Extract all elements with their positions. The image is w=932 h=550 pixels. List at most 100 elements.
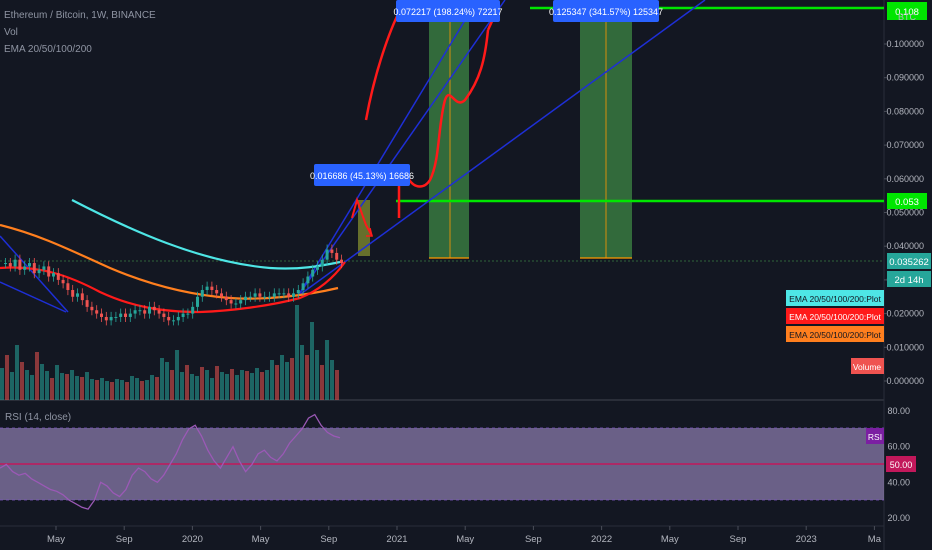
candle-body xyxy=(124,313,127,317)
volume-bar xyxy=(65,374,69,400)
rsi-tick-label: 20.00 xyxy=(887,513,910,523)
countdown-tag-bg xyxy=(887,271,931,287)
volume-bar xyxy=(0,368,4,400)
volume-bar xyxy=(275,365,279,400)
projection-zigzag xyxy=(351,196,373,237)
volume-bar xyxy=(5,355,9,400)
volume-bar xyxy=(185,365,189,400)
volume-bar xyxy=(250,373,254,400)
ema-50-curve[interactable] xyxy=(0,261,346,314)
volume-bar xyxy=(95,380,99,400)
ema-200-curve[interactable] xyxy=(71,199,341,270)
measure-label-3: 0.125347 (341.57%) 125347 xyxy=(549,7,663,17)
candle-body xyxy=(258,293,262,297)
projection-arrow xyxy=(366,227,373,237)
ema-100-tag: EMA 20/50/100/200:Plot xyxy=(789,330,881,340)
trend-spare xyxy=(334,35,700,272)
level-high-tag-bg xyxy=(887,2,927,20)
candle-body xyxy=(143,310,147,314)
candle-body xyxy=(90,306,94,311)
volume-bar xyxy=(330,360,334,400)
time-tick-label: 2022 xyxy=(591,534,612,545)
time-tick-label: May xyxy=(661,534,679,545)
volume-bar xyxy=(255,368,259,400)
candle-body xyxy=(76,293,79,297)
candle-body xyxy=(234,303,238,305)
ema-200-tag: EMA 20/50/100/200:Plot xyxy=(789,294,881,304)
candle-body xyxy=(325,249,329,260)
price-tick-label: 0.060000 xyxy=(886,174,924,184)
rsi-tag: RSI xyxy=(868,432,882,442)
candle-body xyxy=(109,316,113,321)
price-tick-label: 0.000000 xyxy=(886,376,924,386)
price-tick-label: 0.040000 xyxy=(886,241,924,251)
time-tick-label: May xyxy=(252,534,270,545)
candle-body xyxy=(340,259,343,264)
candles xyxy=(4,244,343,326)
volume-bar xyxy=(270,360,274,400)
candle-body xyxy=(248,296,252,298)
time-tick-label: Sep xyxy=(730,534,747,545)
candle-body xyxy=(320,259,324,267)
rsi-axis-ticks: 80.00 60.00 40.00 20.00 xyxy=(887,406,910,523)
time-tick-label: Ma xyxy=(868,534,882,545)
candle-body xyxy=(133,310,137,314)
current-price-tag: 0.035262 xyxy=(889,257,929,268)
candle-body xyxy=(196,296,199,307)
volume-bar xyxy=(225,374,229,400)
candle-body xyxy=(56,273,60,280)
rsi-line xyxy=(0,413,341,510)
candle-body xyxy=(13,259,17,267)
volume-bar xyxy=(40,364,44,400)
ema-50-tag: EMA 20/50/100/200:Plot xyxy=(789,312,881,322)
candle-body xyxy=(52,273,55,277)
trend-line-steep-2[interactable] xyxy=(297,11,471,297)
price-tick-label: 0.020000 xyxy=(886,309,924,319)
volume-bar xyxy=(145,380,149,400)
candle-body xyxy=(80,293,84,301)
volume-bar xyxy=(175,350,179,400)
price-tick-label: 0.070000 xyxy=(886,140,924,150)
candle-body xyxy=(296,290,300,294)
volume-bar xyxy=(25,370,29,400)
volume-bar xyxy=(190,374,194,400)
rsi-title: RSI (14, close) xyxy=(5,412,71,423)
ema-100-curve[interactable] xyxy=(0,223,339,300)
ema-100-tag-bg xyxy=(786,326,884,342)
candle-body xyxy=(162,313,166,317)
measure-label-3-bg xyxy=(553,0,659,22)
volume-bar xyxy=(320,365,324,400)
volume-bar xyxy=(300,345,304,400)
candle-body xyxy=(4,263,7,265)
candle-body xyxy=(263,296,267,298)
volume-bar xyxy=(265,370,269,400)
symbol-title[interactable]: Ethereum / Bitcoin, 1W, BINANCE xyxy=(4,10,156,21)
volume-bar xyxy=(180,372,184,400)
time-tick-label: Sep xyxy=(320,534,337,545)
candle-body xyxy=(28,263,31,267)
candle-body xyxy=(157,310,161,314)
price-tick-label: 0.080000 xyxy=(886,106,924,116)
trend-line-steep[interactable] xyxy=(297,0,506,297)
price-tick-label: 0.100000 xyxy=(886,39,924,49)
volume-bar xyxy=(315,350,319,400)
candle-body xyxy=(167,316,171,321)
candle-body xyxy=(229,300,233,304)
candle-body xyxy=(128,313,132,317)
trend-line-down-2[interactable] xyxy=(0,281,67,313)
candle-body xyxy=(104,316,108,321)
trend-line-mid[interactable] xyxy=(297,0,706,297)
volume-bar xyxy=(140,381,144,400)
rsi-tick-label: 40.00 xyxy=(887,477,910,487)
rsi-value-tag: 50.00 xyxy=(890,460,913,470)
candle-body xyxy=(100,313,103,317)
volume-bar xyxy=(200,367,204,400)
volume-bar xyxy=(50,378,54,400)
candle-body xyxy=(282,293,286,295)
volume-bar xyxy=(30,375,34,400)
volume-bar xyxy=(85,372,89,400)
price-tick-label: 0.010000 xyxy=(886,342,924,352)
target-zone-1 xyxy=(429,8,469,258)
volume-bar xyxy=(160,358,164,400)
